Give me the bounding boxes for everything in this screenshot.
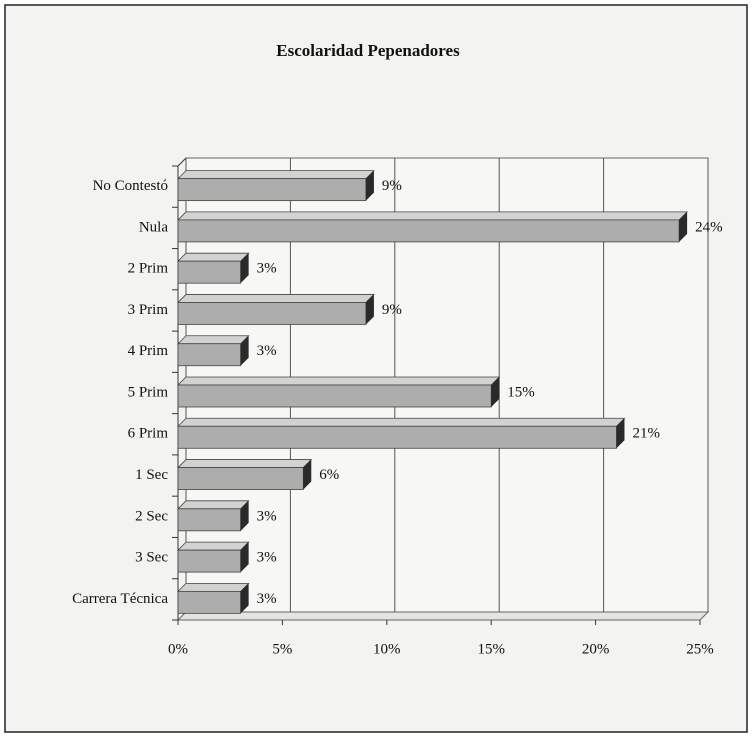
x-tick-label: 20% bbox=[582, 641, 610, 657]
chart-title: Escolaridad Pepenadores bbox=[276, 41, 460, 60]
data-label: 9% bbox=[382, 178, 402, 194]
data-label: 3% bbox=[257, 550, 277, 566]
y-tick-label: Nula bbox=[139, 219, 169, 235]
bar-end bbox=[303, 459, 312, 490]
bar-end bbox=[240, 583, 249, 614]
bar bbox=[177, 302, 367, 325]
bar-end bbox=[679, 211, 688, 242]
bar-end bbox=[491, 377, 500, 407]
bar bbox=[177, 219, 680, 243]
bar bbox=[177, 467, 304, 490]
bar bbox=[177, 508, 242, 532]
y-tick-label: 5 Prim bbox=[128, 384, 169, 400]
bar-end bbox=[616, 418, 625, 449]
bar bbox=[177, 260, 242, 284]
data-label: 3% bbox=[257, 343, 277, 359]
x-tick-label: 0% bbox=[168, 641, 188, 657]
x-tick-label: 10% bbox=[373, 641, 401, 657]
bar-end bbox=[240, 500, 249, 531]
bar-top bbox=[177, 170, 375, 180]
bar-top bbox=[177, 294, 375, 303]
y-tick-label: 6 Prim bbox=[128, 426, 169, 442]
y-tick-label: 1 Sec bbox=[135, 467, 168, 483]
data-label: 15% bbox=[507, 384, 535, 400]
y-tick-label: 2 Prim bbox=[128, 261, 169, 277]
data-label: 3% bbox=[257, 591, 277, 607]
bar bbox=[177, 178, 367, 202]
data-label: 3% bbox=[257, 261, 277, 277]
y-tick-label: 4 Prim bbox=[128, 343, 169, 359]
x-tick-label: 5% bbox=[272, 641, 292, 657]
x-tick-label: 15% bbox=[477, 641, 505, 657]
bar bbox=[177, 590, 242, 614]
bar-top bbox=[177, 500, 250, 510]
bar-top bbox=[177, 459, 313, 468]
bar bbox=[177, 549, 242, 573]
bar-top bbox=[177, 335, 250, 345]
bar bbox=[177, 384, 492, 408]
data-label: 21% bbox=[632, 426, 660, 442]
bar-end bbox=[240, 335, 249, 366]
bar-top bbox=[177, 541, 250, 551]
data-label: 6% bbox=[319, 467, 339, 483]
bar bbox=[177, 343, 242, 367]
bar bbox=[177, 425, 617, 449]
data-label: 9% bbox=[382, 302, 402, 318]
bar-end bbox=[240, 253, 249, 284]
bar-end bbox=[240, 542, 249, 573]
data-label: 24% bbox=[695, 219, 723, 235]
y-tick-label: 2 Sec bbox=[135, 508, 168, 524]
axis-line bbox=[177, 157, 187, 167]
bar-top bbox=[177, 211, 689, 221]
floor bbox=[176, 611, 710, 621]
bar-top bbox=[177, 376, 501, 386]
bar-top bbox=[177, 417, 626, 427]
y-tick-label: 3 Prim bbox=[128, 302, 169, 318]
bar-top bbox=[177, 582, 250, 592]
bar-end bbox=[365, 170, 374, 201]
x-tick-label: 25% bbox=[686, 641, 714, 657]
data-label: 3% bbox=[257, 508, 277, 524]
bar-top bbox=[177, 252, 250, 262]
bar-end bbox=[365, 294, 374, 325]
y-tick-label: No Contestó bbox=[93, 178, 168, 194]
y-tick-label: Carrera Técnica bbox=[72, 591, 168, 607]
y-tick-label: 3 Sec bbox=[135, 550, 168, 566]
